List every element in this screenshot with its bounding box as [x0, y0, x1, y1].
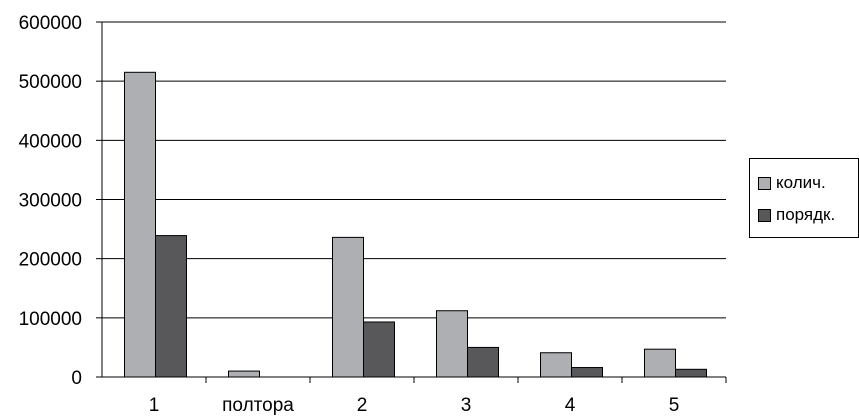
bar-s1-4	[571, 367, 603, 378]
x-tick-label-5: 5	[669, 395, 680, 416]
x-tick-label-0: 1	[149, 395, 160, 416]
bar-s0-3	[436, 310, 468, 378]
y-tick-label-2: 200000	[19, 250, 82, 271]
y-tick-label-6: 600000	[19, 13, 82, 34]
y-tick-label-4: 400000	[19, 131, 82, 152]
legend-swatch-kolich	[758, 176, 771, 190]
x-tick-label-4: 4	[565, 395, 576, 416]
legend-item-poryadk: порядк.	[758, 205, 835, 225]
chart-legend: колич. порядк.	[749, 158, 859, 238]
y-tick-label-1: 100000	[19, 309, 82, 330]
x-tick-label-2: 2	[357, 395, 368, 416]
bar-s0-5	[644, 348, 676, 378]
y-tick-label-0: 0	[71, 368, 82, 389]
legend-label-poryadk: порядк.	[776, 205, 836, 224]
y-tick-label-3: 300000	[19, 191, 82, 212]
bar-s0-4	[540, 352, 572, 378]
bar-s1-2	[363, 321, 395, 378]
legend-label-kolich: колич.	[776, 173, 826, 192]
bar-s0-2	[332, 236, 364, 378]
x-tick-label-1: полтора	[222, 395, 294, 416]
bar-s0-0	[124, 71, 156, 378]
bar-s0-1	[228, 370, 260, 378]
bar-s1-5	[675, 368, 707, 378]
bar-s1-0	[155, 235, 187, 378]
bar-s1-3	[467, 346, 499, 378]
legend-item-kolich: колич.	[758, 173, 826, 193]
x-tick-label-3: 3	[461, 395, 472, 416]
y-tick-label-5: 500000	[19, 72, 82, 93]
legend-swatch-poryadk	[758, 208, 771, 222]
